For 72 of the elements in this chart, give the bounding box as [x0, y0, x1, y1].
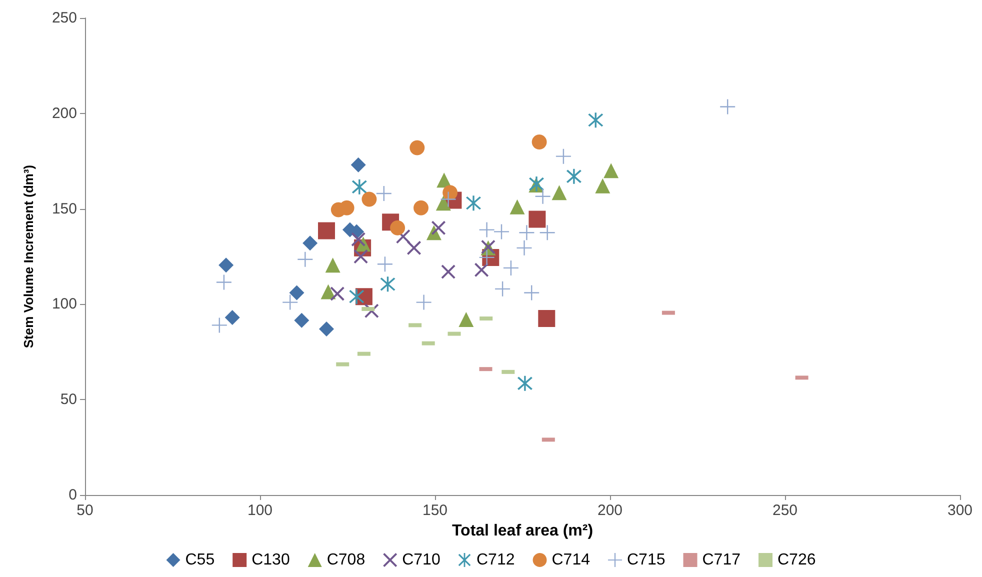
point — [390, 220, 406, 236]
point — [538, 310, 556, 328]
point — [528, 210, 546, 228]
point — [410, 140, 425, 156]
point — [720, 99, 736, 114]
x-tick-label: 250 — [772, 502, 798, 519]
y-tick-label: 250 — [52, 10, 77, 26]
point — [351, 232, 366, 246]
point — [524, 285, 540, 300]
point — [354, 250, 368, 264]
point — [416, 294, 432, 310]
point — [216, 274, 232, 290]
point — [289, 285, 304, 300]
point — [595, 178, 610, 194]
point — [362, 192, 377, 207]
point — [302, 236, 318, 251]
point — [556, 148, 571, 164]
legend-label: C710 — [402, 552, 440, 568]
legend-label: C715 — [627, 552, 666, 568]
legend-label: C714 — [552, 552, 590, 568]
point — [440, 192, 456, 207]
point — [474, 262, 489, 277]
x-tick-label: 200 — [597, 502, 623, 519]
point — [325, 258, 340, 273]
point — [294, 312, 310, 328]
point — [479, 250, 494, 265]
point — [212, 318, 227, 333]
x-tick-label: 150 — [422, 502, 448, 519]
x-tick-label: 300 — [947, 502, 973, 519]
point — [494, 224, 509, 240]
point — [320, 284, 336, 300]
y-axis-title: Stem Volume Increment (dm³) — [21, 164, 36, 348]
point — [218, 258, 234, 273]
y-tick-label: 100 — [52, 296, 77, 313]
point — [535, 188, 550, 204]
point — [517, 376, 532, 391]
y-tick-label: 0 — [68, 486, 77, 504]
x-tick-label: 50 — [76, 502, 94, 519]
point — [458, 312, 474, 327]
point — [552, 185, 567, 200]
point — [414, 200, 428, 216]
y-tick-label: 150 — [52, 200, 77, 218]
point — [224, 310, 240, 326]
point — [318, 222, 335, 240]
legend-label: C708 — [326, 552, 366, 568]
legend-label: C130 — [252, 552, 290, 568]
point — [330, 286, 344, 301]
point — [349, 289, 364, 304]
point — [532, 134, 547, 150]
point — [519, 225, 534, 240]
point — [350, 157, 366, 172]
point — [516, 240, 532, 256]
point — [479, 222, 494, 238]
point — [540, 225, 555, 240]
x-tick-label: 100 — [247, 502, 273, 519]
legend-label: C55 — [185, 552, 215, 568]
point — [436, 196, 451, 211]
point — [466, 196, 481, 211]
point — [510, 199, 525, 214]
y-tick-label: 50 — [60, 391, 77, 408]
point — [352, 179, 367, 194]
point — [339, 200, 354, 216]
point — [432, 220, 446, 235]
point — [566, 168, 582, 184]
y-tick-label: 200 — [52, 104, 77, 122]
point — [604, 163, 619, 178]
x-axis-title: Total leaf area (m²) — [452, 522, 594, 540]
point — [282, 294, 298, 310]
point — [319, 322, 334, 337]
legend-label: C712 — [476, 552, 515, 568]
legend-label: C726 — [778, 552, 816, 568]
legend-label: C717 — [702, 552, 741, 568]
